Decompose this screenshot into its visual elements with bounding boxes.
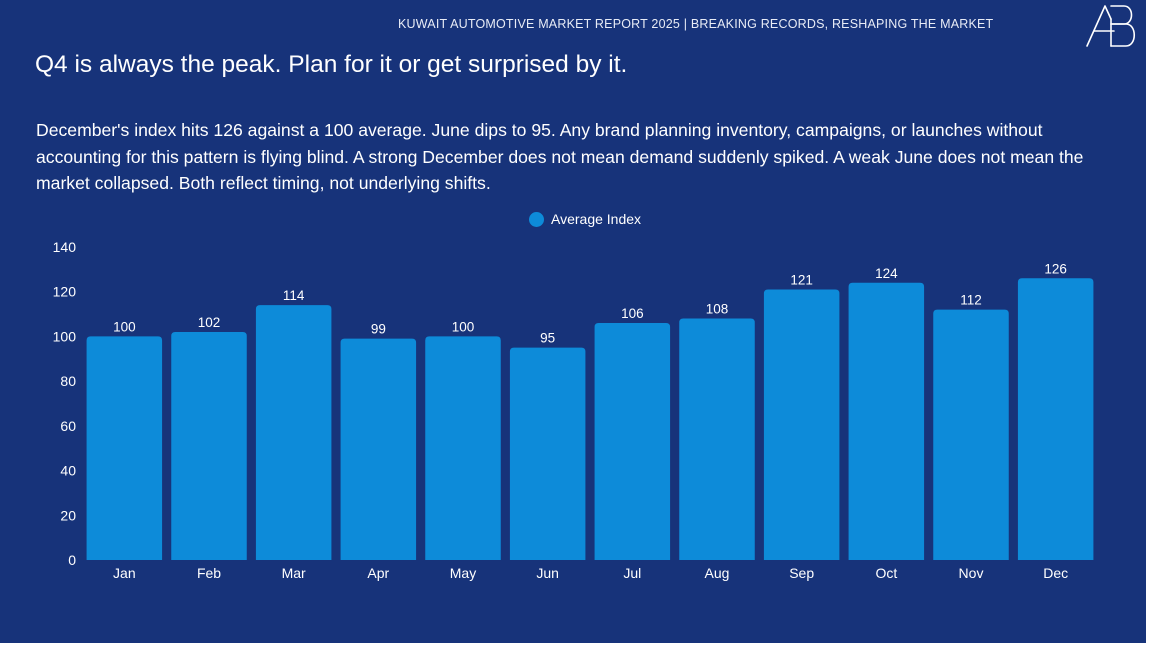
x-tick-label: Jan: [113, 565, 136, 581]
x-tick-label: Oct: [875, 565, 897, 581]
data-label: 126: [1044, 261, 1067, 276]
data-label: 100: [113, 319, 136, 334]
data-label: 99: [371, 322, 386, 337]
y-tick-label: 80: [60, 373, 76, 389]
y-tick-label: 40: [60, 463, 76, 479]
y-tick-label: 60: [60, 418, 76, 434]
x-tick-label: Jun: [536, 565, 559, 581]
legend-label: Average Index: [551, 211, 642, 227]
bar-may: [425, 336, 501, 560]
chart-legend[interactable]: Average Index: [529, 211, 641, 227]
x-tick-label: Apr: [367, 565, 389, 581]
bar-mar: [255, 305, 332, 560]
x-tick-label: Sep: [789, 565, 814, 581]
bar-sep: [763, 289, 840, 560]
data-label: 100: [452, 319, 475, 334]
bar-dec: [1017, 278, 1094, 560]
data-label: 102: [198, 315, 221, 330]
x-tick-label: May: [450, 565, 476, 581]
body-paragraph: December's index hits 126 against a 100 …: [36, 120, 1084, 193]
bar-oct: [848, 282, 925, 560]
ab-monogram-icon: [1086, 5, 1136, 47]
bar-jun: [509, 347, 586, 560]
bar-nov: [933, 309, 1009, 560]
x-tick-label: Aug: [705, 565, 730, 581]
bar-jul: [594, 323, 671, 560]
data-label: 121: [790, 272, 813, 287]
x-tick-label: Dec: [1043, 565, 1068, 581]
y-tick-label: 120: [53, 284, 77, 300]
data-label: 114: [283, 288, 305, 303]
y-tick-label: 0: [68, 552, 76, 568]
data-label: 108: [706, 302, 729, 317]
legend-swatch: [529, 211, 544, 227]
y-tick-label: 20: [60, 507, 76, 523]
page-title: Q4 is always the peak. Plan for it or ge…: [35, 51, 628, 78]
report-title: KUWAIT AUTOMOTIVE MARKET REPORT 2025 | B…: [398, 17, 994, 31]
y-tick-label: 140: [53, 239, 77, 255]
x-tick-label: Feb: [197, 565, 221, 581]
bar-feb: [171, 331, 247, 560]
data-label: 124: [875, 266, 898, 281]
y-tick-label: 100: [53, 328, 77, 344]
bar-aug: [679, 318, 755, 560]
data-label: 112: [960, 293, 982, 308]
data-label: 106: [621, 306, 644, 321]
x-tick-label: Jul: [623, 565, 641, 581]
bar-jan: [86, 336, 163, 560]
bar-apr: [340, 338, 417, 560]
data-label: 95: [540, 331, 555, 346]
x-tick-label: Mar: [282, 565, 306, 581]
x-tick-label: Nov: [959, 565, 984, 581]
